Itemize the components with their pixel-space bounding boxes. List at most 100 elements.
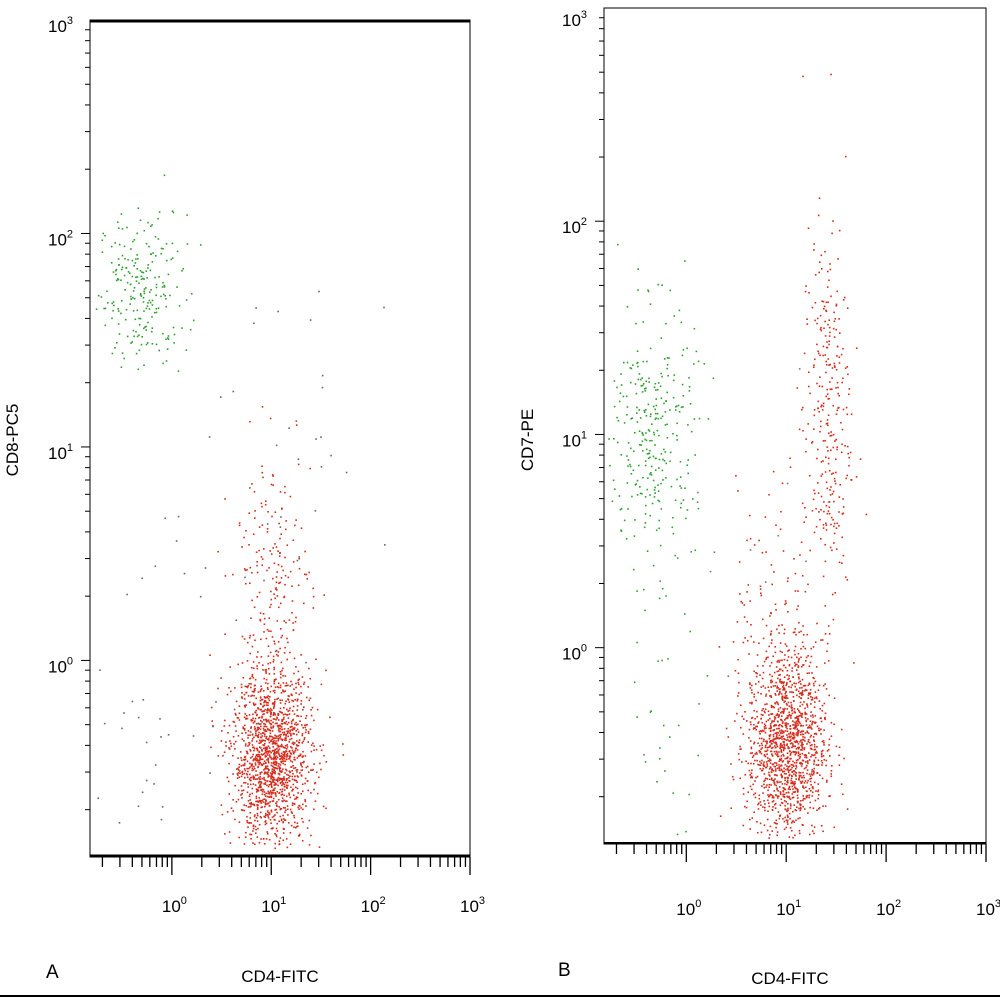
panel-a-point bbox=[278, 820, 280, 823]
panel-a-point bbox=[262, 669, 264, 671]
panel-b-point bbox=[825, 423, 828, 425]
panel-a-point bbox=[264, 781, 267, 784]
panel-b-point bbox=[814, 722, 816, 724]
panel-a-point bbox=[283, 722, 285, 724]
panel-b-point bbox=[841, 536, 843, 539]
panel-a-point bbox=[299, 805, 301, 807]
panel-b-point bbox=[822, 460, 824, 462]
panel-a-point bbox=[284, 819, 287, 821]
panel-a-point bbox=[342, 754, 345, 756]
panel-a-point bbox=[279, 647, 281, 650]
panel-b-point bbox=[777, 720, 779, 723]
panel-b-point bbox=[805, 285, 807, 287]
panel-b-point bbox=[765, 693, 768, 696]
panel-a-point bbox=[274, 511, 277, 513]
panel-a-point bbox=[280, 819, 283, 822]
panel-a-point bbox=[300, 763, 302, 765]
panel-b-point bbox=[779, 659, 781, 662]
panel-a-point bbox=[248, 742, 251, 744]
panel-a-point bbox=[254, 727, 257, 730]
panel-b-point bbox=[795, 682, 797, 685]
panel-b-point bbox=[801, 502, 804, 505]
panel-b-point bbox=[618, 495, 621, 497]
panel-a-point bbox=[278, 719, 280, 721]
panel-b-point bbox=[797, 717, 799, 720]
panel-a-point bbox=[287, 774, 290, 777]
panel-b-point bbox=[779, 707, 782, 709]
panel-a-point bbox=[304, 724, 306, 726]
panel-a-point bbox=[275, 740, 277, 742]
panel-b-point bbox=[813, 733, 816, 735]
panel-b-point bbox=[749, 774, 751, 776]
panel-b-point bbox=[674, 499, 677, 502]
panel-b-point bbox=[809, 736, 812, 738]
panel-b-point bbox=[771, 720, 774, 722]
panel-a-point bbox=[116, 342, 118, 344]
panel-b-point bbox=[794, 809, 796, 811]
panel-b-point bbox=[800, 739, 802, 742]
panel-a-point bbox=[295, 724, 298, 726]
panel-b-point bbox=[822, 830, 824, 833]
panel-b-point bbox=[790, 714, 792, 717]
panel-b-point bbox=[830, 735, 833, 737]
panel-a-point bbox=[275, 718, 277, 721]
panel-a-point bbox=[274, 701, 276, 703]
panel-a-point bbox=[110, 245, 113, 248]
panel-b-point bbox=[759, 750, 762, 753]
panel-b-point bbox=[810, 711, 812, 713]
panel-b-point bbox=[773, 671, 776, 674]
panel-a-point bbox=[261, 564, 263, 567]
panel-b-point bbox=[855, 476, 858, 478]
panel-b-point bbox=[819, 717, 822, 720]
panel-b-point bbox=[796, 669, 798, 671]
panel-a-point bbox=[256, 656, 258, 658]
panel-b-point bbox=[765, 658, 767, 661]
panel-a-point bbox=[232, 773, 234, 775]
panel-a-point bbox=[245, 718, 247, 720]
panel-b-point bbox=[823, 702, 826, 705]
panel-a-point bbox=[259, 775, 261, 778]
panel-b-point bbox=[788, 797, 791, 800]
panel-b-point bbox=[645, 448, 648, 451]
panel-b-point bbox=[811, 791, 814, 794]
panel-a-point bbox=[297, 806, 299, 809]
panel-b-point bbox=[646, 488, 649, 491]
panel-b-point bbox=[643, 588, 645, 591]
panel-a-point bbox=[283, 783, 286, 786]
panel-a-point bbox=[290, 746, 292, 748]
panel-b-point bbox=[789, 742, 792, 745]
panel-b-point bbox=[779, 737, 782, 739]
panel-a-point bbox=[288, 713, 291, 715]
panel-a-point bbox=[253, 690, 256, 692]
panel-a-y-tick-label: 103 bbox=[48, 15, 73, 36]
panel-b-point bbox=[795, 759, 798, 762]
panel-a-point bbox=[228, 793, 230, 795]
panel-a-point bbox=[261, 749, 263, 751]
panel-a-point bbox=[225, 741, 227, 743]
panel-a-point bbox=[287, 730, 290, 732]
panel-b-point bbox=[801, 776, 803, 779]
panel-b-point bbox=[768, 768, 771, 770]
panel-b-point bbox=[800, 804, 802, 806]
panel-b-point bbox=[693, 327, 696, 330]
panel-a-point bbox=[300, 527, 303, 529]
panel-a-point bbox=[209, 654, 211, 656]
panel-b-point bbox=[786, 795, 788, 798]
panel-b-point bbox=[779, 674, 781, 676]
panel-b-point bbox=[784, 643, 787, 645]
panel-a-point bbox=[267, 761, 270, 764]
panel-b-point bbox=[750, 762, 752, 765]
panel-a-point bbox=[277, 729, 280, 731]
panel-b-point bbox=[797, 734, 799, 737]
panel-b-point bbox=[787, 747, 790, 750]
panel-b-point bbox=[632, 364, 634, 366]
panel-a-point bbox=[330, 454, 332, 457]
panel-b-point bbox=[742, 641, 745, 644]
panel-a-point bbox=[263, 631, 265, 633]
panel-a-point bbox=[308, 844, 311, 846]
panel-b-point bbox=[803, 787, 805, 789]
panel-b-point bbox=[846, 579, 849, 581]
panel-a-point bbox=[141, 271, 143, 273]
panel-a-point bbox=[294, 698, 296, 701]
panel-b-point bbox=[791, 782, 794, 785]
